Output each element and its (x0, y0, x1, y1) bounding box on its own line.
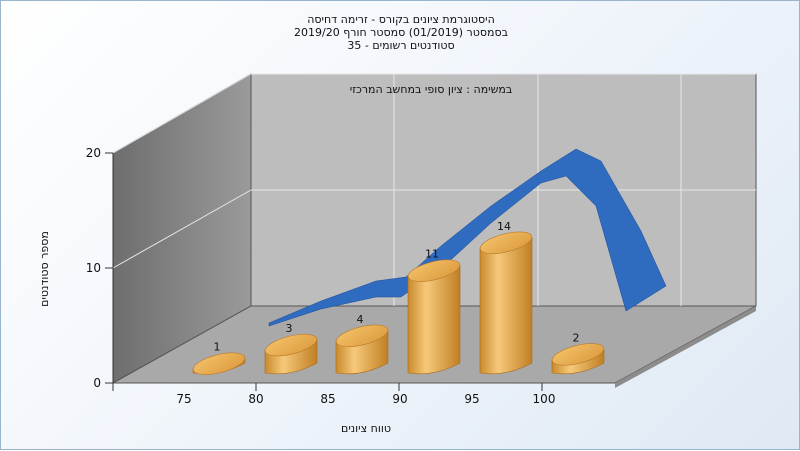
x-axis-title: טווח ציונים (341, 422, 391, 435)
chart-title-line-1: היסטוגרמת ציונים בקורס - זרימה דחיסה (307, 13, 495, 26)
bar-3: 11 (407, 248, 461, 375)
bar-value-label-1: 3 (286, 322, 293, 335)
bar-cap-0 (192, 352, 246, 375)
bar-value-label-3: 11 (425, 248, 439, 261)
trend-curve-layer (268, 148, 667, 327)
x-tick-label-2: 85 (320, 392, 335, 406)
bar-cap-3 (407, 259, 461, 282)
bar-1: 3 (264, 322, 318, 375)
bar-cap-4 (479, 231, 533, 254)
grid-line-left-1 (112, 189, 252, 269)
x-axis: 75 80 85 90 95 100 (112, 383, 556, 406)
bar-body-4 (479, 237, 533, 375)
y-tick-label-2: 20 (86, 146, 101, 160)
bar-5: 2 (551, 331, 605, 375)
bar-cap-1 (264, 333, 318, 357)
y-axis: 0 10 20 (86, 146, 114, 390)
chart-subtitle: במשימה : ציון סופי במחשב המרכזי (350, 83, 513, 96)
trend-curve (268, 148, 667, 327)
y-tick-label-0: 0 (93, 376, 101, 390)
floor-edge (615, 306, 756, 388)
y-tick-label-1: 10 (86, 261, 101, 275)
x-tick-label-1: 80 (248, 392, 263, 406)
chart-titles: היסטוגרמת ציונים בקורס - זרימה דחיסה בסמ… (294, 13, 508, 52)
chart-title-line-3: סטודנטים רשומים - 35 (347, 39, 454, 52)
bar-value-label-4: 14 (497, 220, 511, 233)
bar-cap-5 (551, 343, 605, 366)
x-tick-label-3: 90 (392, 392, 407, 406)
chart-title-line-2: בסמסטר (01/2019) סמסטר חורף 2019/20 (294, 26, 508, 39)
x-tick-label-4: 95 (464, 392, 479, 406)
x-tick-label-5: 100 (533, 392, 556, 406)
y-axis-title: מספר סטודנטים (38, 231, 51, 307)
bar-0: 1 (192, 341, 246, 375)
bar-cap-2 (335, 324, 389, 347)
bar-value-label-2: 4 (357, 313, 364, 326)
bars-layer: 1 3 4 11 14 2 (192, 220, 605, 375)
grid-line-left-2 (112, 73, 252, 154)
x-tick-label-0: 75 (176, 392, 191, 406)
bar-value-label-5: 2 (573, 331, 580, 344)
grid-lines (112, 73, 756, 306)
bar-4: 14 (479, 220, 533, 375)
bar-2: 4 (335, 313, 389, 375)
bar-body-3 (407, 265, 461, 375)
bar-value-label-0: 1 (214, 341, 221, 354)
